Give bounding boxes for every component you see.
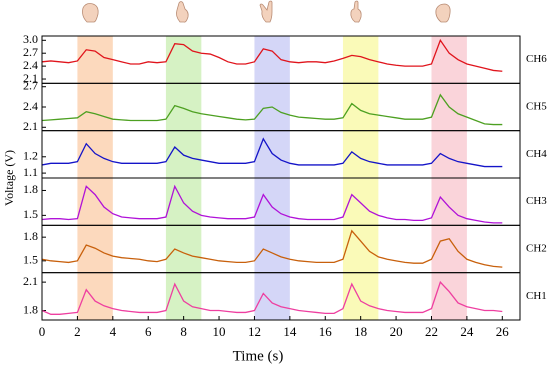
x-tick-label: 0 <box>39 324 46 339</box>
panel-frame <box>41 272 521 321</box>
x-tick-label: 10 <box>213 324 226 339</box>
y-tick-label: 1.5 <box>23 207 38 221</box>
x-tick-label: 18 <box>354 324 367 339</box>
x-tick-label: 6 <box>145 324 152 339</box>
gesture-icon <box>259 0 273 23</box>
channel-label: CH4 <box>526 148 547 160</box>
signal-line <box>41 137 503 168</box>
x-tick-label: 26 <box>496 324 510 339</box>
y-axis-label: Voltage (V) <box>2 150 16 206</box>
x-tick-label: 20 <box>390 324 403 339</box>
y-tick-label: 2.1 <box>23 119 38 133</box>
y-tick-label: 2.1 <box>23 274 38 288</box>
y-tick-label: 1.5 <box>23 253 38 267</box>
x-tick-label: 4 <box>110 324 117 339</box>
x-tick-label: 22 <box>425 324 438 339</box>
y-tick-label: 2.1 <box>23 71 38 85</box>
gesture-icon <box>350 0 362 23</box>
gesture-icon <box>435 3 451 23</box>
y-tick-label: 1.1 <box>23 165 38 179</box>
channel-label: CH1 <box>526 290 547 302</box>
gesture-icon <box>176 1 189 23</box>
x-tick-label: 2 <box>74 324 81 339</box>
x-axis-label: Time (s) <box>233 348 284 364</box>
y-tick-label: 1.2 <box>23 149 38 163</box>
x-tick-label: 8 <box>180 324 187 339</box>
y-tick-label: 1.8 <box>23 229 38 243</box>
signal-line <box>41 184 503 224</box>
x-tick-label: 14 <box>283 324 297 339</box>
signal-line <box>41 280 503 315</box>
channel-label: CH2 <box>526 243 547 255</box>
signal-line <box>41 229 503 268</box>
x-tick-label: 24 <box>460 324 474 339</box>
signal-line <box>41 38 503 72</box>
gesture-icon <box>82 3 99 23</box>
y-tick-label: 1.8 <box>23 302 38 316</box>
y-tick-label: 1.8 <box>23 182 38 196</box>
y-tick-label: 2.7 <box>23 78 38 92</box>
channel-label: CH5 <box>526 101 547 113</box>
x-tick-label: 16 <box>319 324 333 339</box>
signal-line <box>41 93 503 126</box>
channel-label: CH3 <box>526 195 547 207</box>
y-tick-label: 2.4 <box>23 58 38 72</box>
y-tick-label: 2.4 <box>23 99 38 113</box>
y-tick-label: 3.0 <box>23 32 38 46</box>
y-tick-label: 2.7 <box>23 45 38 59</box>
channel-label: CH6 <box>526 53 547 65</box>
hand-icons <box>82 0 451 23</box>
x-tick-label: 12 <box>248 324 261 339</box>
